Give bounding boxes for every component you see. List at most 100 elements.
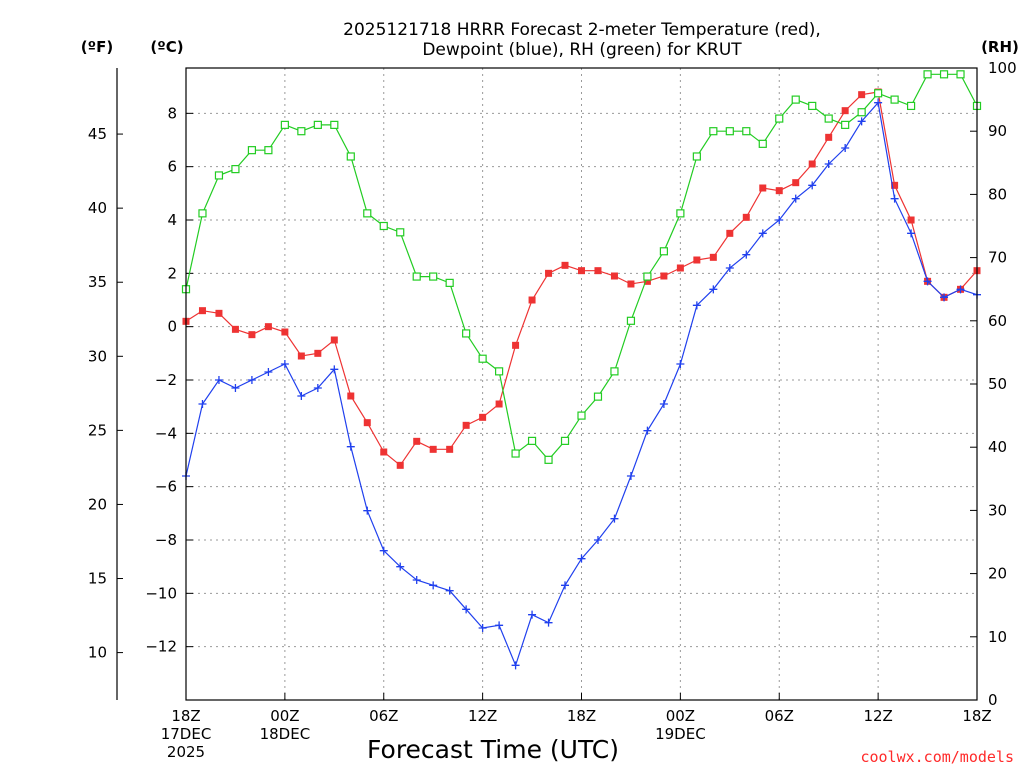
dewpoint-point [330, 365, 339, 374]
rh-point [231, 165, 240, 174]
x-tick-label: 00Z [666, 707, 695, 725]
temperature-point [858, 91, 866, 99]
fahrenheit-tick-label: 35 [88, 273, 107, 291]
temperature-point [825, 133, 833, 141]
rh-tick-label: 50 [988, 375, 1007, 393]
rh-tick-label: 30 [988, 501, 1007, 519]
temperature-point [742, 213, 750, 221]
celsius-tick-label: −10 [145, 584, 177, 602]
dewpoint-point [626, 472, 635, 480]
rh-point [857, 108, 866, 117]
dewpoint-point [824, 160, 833, 168]
celsius-tick-label: −8 [155, 531, 177, 549]
x-tick-label: 06Z [765, 707, 794, 725]
rh-point [198, 209, 207, 218]
temperature-point [759, 184, 767, 192]
dewpoint-point [379, 546, 388, 555]
dewpoint-point [709, 285, 718, 294]
temperature-point [363, 419, 371, 427]
rh-point [643, 272, 652, 281]
fahrenheit-tick-label: 20 [88, 495, 107, 513]
temperature-point [297, 352, 305, 360]
rh-point [692, 152, 701, 161]
rh-point [412, 272, 421, 281]
rh-point [297, 127, 306, 136]
dewpoint-point [346, 442, 355, 451]
dewpoint-point [429, 581, 438, 590]
fahrenheit-tick-label: 40 [88, 199, 107, 217]
rh-point [544, 455, 553, 464]
dewpoint-point [297, 392, 306, 400]
rh-point [577, 411, 586, 420]
fahrenheit-tick-label: 45 [88, 125, 107, 143]
rh-point [923, 70, 932, 79]
celsius-tick-label: 6 [167, 158, 177, 176]
temperature-point [446, 445, 454, 453]
dewpoint-point [412, 576, 421, 584]
rh-point [676, 209, 685, 218]
rh-point [560, 436, 570, 445]
temperature-point [792, 179, 800, 187]
dewpoint-point [676, 360, 685, 368]
temperature-point [380, 448, 388, 456]
temperature-point [528, 296, 536, 304]
dewpoint-point [247, 376, 256, 384]
temperature-point [561, 261, 569, 269]
celsius-tick-label: −6 [155, 478, 177, 496]
dewpoint-point [907, 229, 916, 238]
temperature-point [429, 445, 437, 453]
dewpoint-point [890, 194, 899, 203]
rh-point [593, 392, 603, 401]
x-tick-label: 12Z [468, 707, 497, 725]
rh-point [346, 152, 355, 161]
x-tick-label: 18Z [171, 707, 200, 725]
dewpoint-point [214, 376, 223, 384]
dewpoint-point [462, 605, 471, 614]
dewpoint-point [280, 360, 289, 368]
fahrenheit-tick-label: 10 [88, 644, 107, 662]
rh-tick-label: 10 [988, 628, 1007, 646]
dewpoint-point [396, 562, 405, 571]
dewpoint-point [659, 400, 668, 408]
temperature-point [248, 331, 256, 339]
rh-point [495, 367, 504, 376]
rh-point [214, 171, 224, 180]
temperature-point [231, 325, 239, 333]
temperature-point [610, 272, 618, 280]
dewpoint-point [313, 384, 322, 392]
celsius-tick-label: −2 [155, 371, 177, 389]
plot-frame [185, 67, 978, 701]
dewpoint-point [198, 400, 207, 408]
dewpoint-point [725, 264, 734, 272]
dewpoint-point [742, 250, 751, 259]
x-tick-label: 18DEC [260, 725, 311, 743]
rh-point [626, 316, 636, 325]
temperature-point [281, 328, 289, 336]
rh-point [956, 70, 965, 79]
x-tick-label: 00Z [270, 707, 299, 725]
grid-lines [186, 68, 977, 700]
rh-point [939, 70, 949, 79]
dewpoint-point [643, 426, 652, 435]
temperature-point [841, 107, 849, 115]
rh-point [330, 120, 339, 129]
rh-point [725, 127, 734, 136]
temperature-point [495, 400, 503, 408]
x-tick-label: 18Z [962, 707, 991, 725]
celsius-tick-label: 4 [167, 211, 177, 229]
dewpoint-point [791, 194, 800, 203]
rh-point [247, 146, 257, 155]
dewpoint-point [758, 229, 767, 238]
rh-tick-label: 0 [988, 691, 998, 709]
temperature-point [462, 421, 470, 429]
x-axis-title: Forecast Time (UTC) [367, 735, 619, 764]
rh-tick-label: 20 [988, 565, 1007, 583]
temperature-point [726, 229, 734, 237]
dewpoint-point [593, 536, 602, 544]
dewpoint-point [478, 624, 487, 632]
dewpoint-point [363, 506, 372, 515]
rh-axis: 0 10 20 30 40 50 60 70 80 90 100 [970, 59, 1017, 709]
rh-point [445, 278, 454, 287]
dewpoint-point [956, 285, 965, 294]
